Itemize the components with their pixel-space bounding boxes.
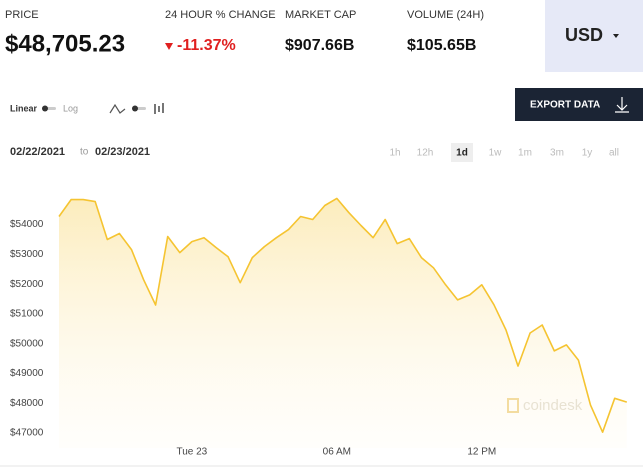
watermark: coindesk (523, 397, 583, 414)
dropdown-caret (613, 34, 619, 38)
scale-option[interactable]: Linear (10, 103, 38, 113)
price-line (58, 197, 628, 433)
y-tick-label: $53000 (10, 249, 44, 260)
range-button[interactable]: 3m (550, 148, 564, 159)
scale-option[interactable]: Log (63, 103, 78, 113)
toggle-knob (132, 105, 138, 112)
down-arrow (165, 43, 173, 50)
y-tick-label: $48000 (10, 398, 44, 409)
download-icon (615, 97, 629, 113)
stat-label: VOLUME (24H) (407, 9, 484, 21)
range-button[interactable]: 1h (389, 148, 400, 159)
y-tick-label: $51000 (10, 309, 44, 320)
range-button[interactable]: 1d (456, 148, 468, 159)
range-selected-bg (451, 143, 473, 162)
export-label: EXPORT DATA (530, 100, 600, 111)
stat-value: $907.66B (285, 37, 354, 54)
x-tick-label: 12 PM (467, 447, 496, 458)
range-button[interactable]: 12h (417, 148, 434, 159)
date-from: 02/22/2021 (10, 146, 65, 158)
date-separator: to (80, 147, 89, 158)
x-tick-label: 06 AM (323, 447, 351, 458)
currency-label: USD (565, 25, 603, 45)
x-tick-label: Tue 23 (176, 447, 207, 458)
y-tick-label: $47000 (10, 428, 44, 439)
toggle-knob (42, 105, 48, 112)
watermark-logo (507, 398, 519, 413)
stat-value: $105.65B (407, 37, 476, 54)
y-tick-label: $54000 (10, 219, 44, 230)
range-button[interactable]: 1m (518, 148, 532, 159)
stat-label: MARKET CAP (285, 9, 356, 21)
y-tick-label: $52000 (10, 279, 44, 290)
stat-label: 24 HOUR % CHANGE (165, 9, 276, 21)
y-tick-label: $50000 (10, 338, 44, 349)
range-button[interactable]: 1w (489, 148, 503, 159)
stat-label: PRICE (5, 9, 39, 21)
stat-value: $48,705.23 (5, 30, 125, 57)
range-buttons: 1h 12h 1d 1w 1m 3m 1y all (389, 143, 619, 162)
date-to: 02/23/2021 (95, 146, 150, 158)
currency-select[interactable] (545, 0, 643, 72)
range-button[interactable]: 1y (582, 148, 593, 159)
stat-value: -11.37% (177, 37, 236, 54)
range-button[interactable]: all (609, 148, 619, 159)
line-icon[interactable] (109, 103, 126, 114)
area-fill (59, 198, 627, 448)
plot: $47000 $48000 $49000 $50000 $51000 $52000 $530… (10, 197, 628, 458)
candle-icon[interactable] (154, 103, 164, 114)
y-tick-label: $49000 (10, 368, 44, 379)
